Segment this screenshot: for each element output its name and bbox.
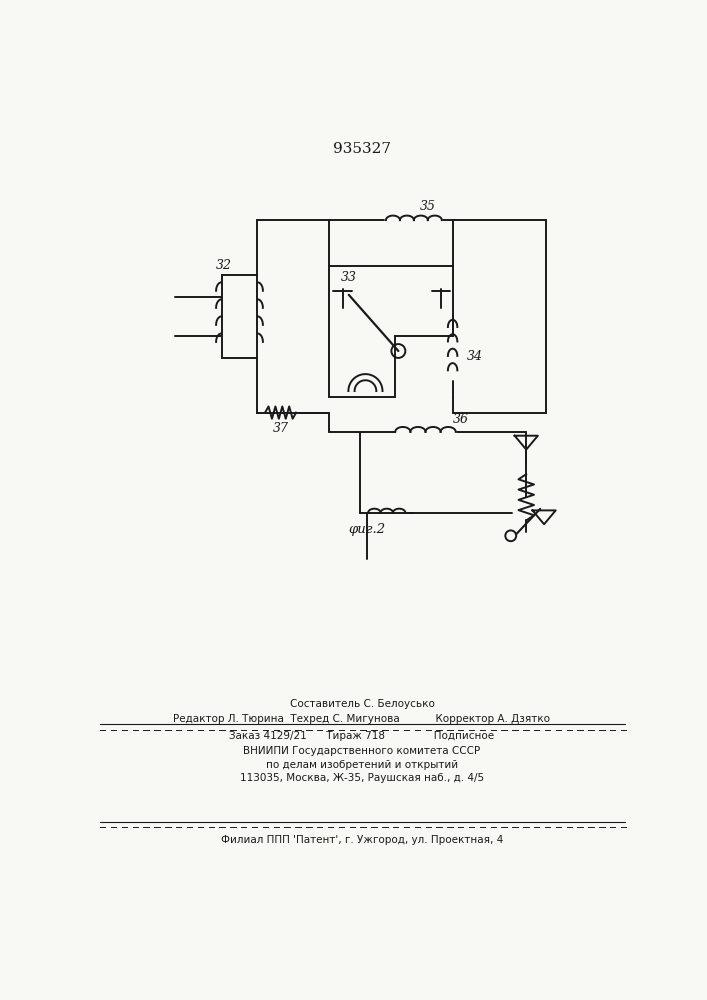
Text: 935327: 935327 [333, 142, 391, 156]
Text: φиг.2: φиг.2 [349, 523, 386, 536]
Text: 32: 32 [216, 259, 231, 272]
Text: 113035, Москва, Ж-35, Раушская наб., д. 4/5: 113035, Москва, Ж-35, Раушская наб., д. … [240, 773, 484, 783]
Text: 37: 37 [273, 422, 288, 434]
Text: ВНИИПИ Государственного комитета СССР: ВНИИПИ Государственного комитета СССР [243, 746, 481, 756]
Text: 35: 35 [420, 200, 436, 213]
Text: 36: 36 [452, 413, 469, 426]
Text: 34: 34 [467, 350, 483, 363]
Text: Филиал ППП 'Патент', г. Ужгород, ул. Проектная, 4: Филиал ППП 'Патент', г. Ужгород, ул. Про… [221, 835, 503, 845]
Bar [222, 275, 257, 358]
Text: Заказ 4129/21      Тираж 718               Подписное: Заказ 4129/21 Тираж 718 Подписное [229, 731, 494, 741]
Text: по делам изобретений и открытий: по делам изобретений и открытий [266, 760, 458, 770]
Text: Составитель С. Белоусько: Составитель С. Белоусько [289, 699, 434, 709]
Text: Редактор Л. Тюрина  Техред С. Мигунова           Корректор А. Дзятко: Редактор Л. Тюрина Техред С. Мигунова Ко… [173, 714, 551, 724]
Text: 33: 33 [341, 271, 357, 284]
